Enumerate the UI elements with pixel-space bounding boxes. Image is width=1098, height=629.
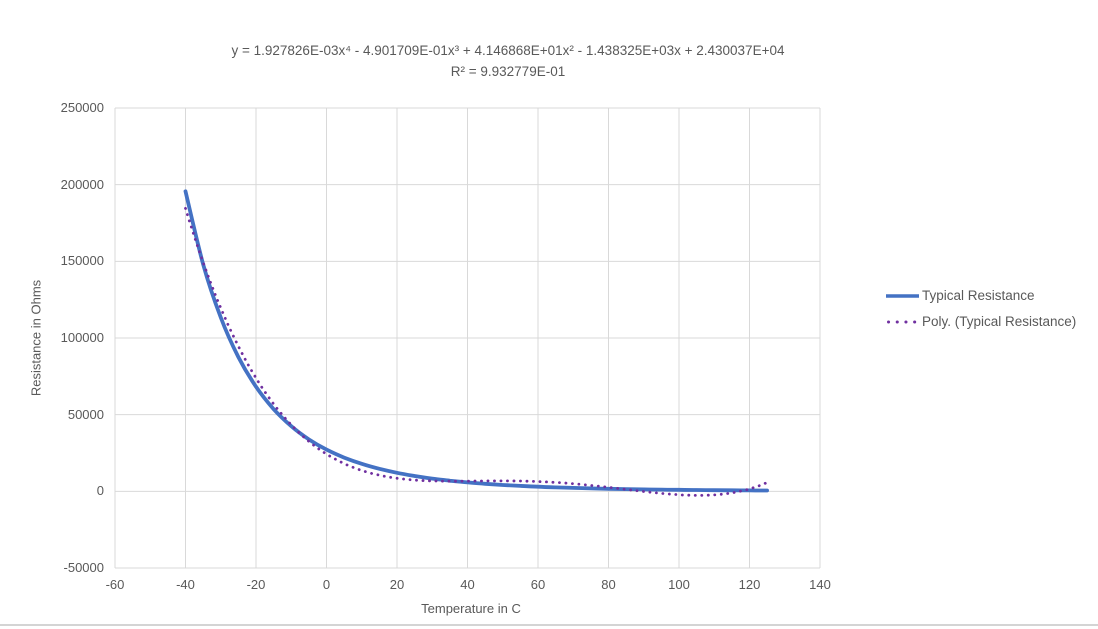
legend-solid-line-sample	[886, 293, 919, 298]
x-axis-tick: 140	[809, 577, 831, 592]
legend-dotted-line-sample	[887, 320, 919, 323]
x-axis-tick: 100	[668, 577, 690, 592]
y-axis-tick: 200000	[60, 177, 104, 192]
x-axis-tick: 0	[322, 577, 331, 592]
y-axis-tick: 50000	[67, 407, 104, 422]
gridlines	[114, 107, 821, 569]
legend: Typical Resistance Poly. (Typical Resist…	[886, 288, 1076, 329]
x-axis-tick: -60	[105, 577, 125, 592]
y-axis-tick: 100000	[60, 330, 104, 345]
legend-label: Typical Resistance	[922, 288, 1035, 303]
legend-label: Poly. (Typical Resistance)	[922, 314, 1077, 329]
x-axis-tick: 120	[738, 577, 761, 592]
x-axis-tick: 40	[460, 577, 475, 592]
legend-item-poly-trendline[interactable]: Poly. (Typical Resistance)	[886, 314, 1076, 329]
y-axis-tick: 250000	[60, 100, 104, 115]
y-axis-tick: 0	[96, 483, 104, 498]
x-axis-title: Temperature in C	[421, 601, 521, 616]
series-poly-trendline-dots[interactable]	[184, 207, 769, 497]
legend-item-typical-resistance[interactable]: Typical Resistance	[886, 288, 1076, 303]
y-axis-tick: -50000	[63, 560, 104, 575]
x-axis-tick: 80	[601, 577, 616, 592]
chart-title: y = 1.927826E-03x⁴ - 4.901709E-01x³ + 4.…	[158, 40, 858, 82]
series-typical-resistance-line[interactable]	[183, 189, 769, 493]
y-axis-tick: 150000	[60, 253, 104, 268]
x-axis-tick: 60	[530, 577, 546, 592]
trendline-equation: y = 1.927826E-03x⁴ - 4.901709E-01x³ + 4.…	[231, 43, 785, 58]
x-axis-tick: -40	[176, 577, 195, 592]
x-axis-tick: 20	[389, 577, 405, 592]
r-squared-label: R² = 9.932779E-01	[450, 64, 566, 79]
x-axis-tick: -20	[246, 577, 266, 592]
bottom-border-line	[0, 624, 1098, 626]
